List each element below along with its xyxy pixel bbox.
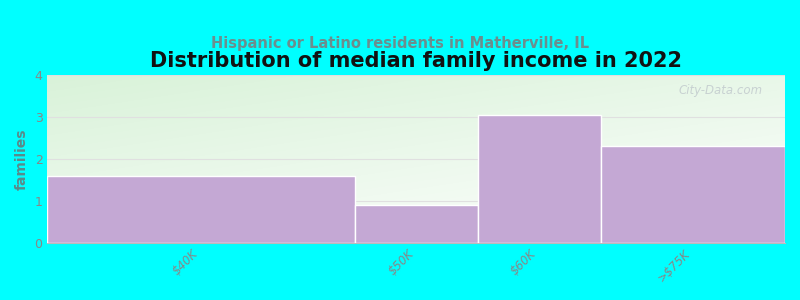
Text: Hispanic or Latino residents in Matherville, IL: Hispanic or Latino residents in Mathervi… bbox=[211, 36, 589, 51]
Y-axis label: families: families bbox=[15, 128, 29, 190]
Text: City-Data.com: City-Data.com bbox=[678, 84, 763, 97]
Bar bbox=[47, 176, 354, 243]
Title: Distribution of median family income in 2022: Distribution of median family income in … bbox=[150, 51, 682, 71]
Bar bbox=[478, 115, 601, 243]
Bar bbox=[601, 146, 785, 243]
Bar bbox=[354, 205, 478, 243]
